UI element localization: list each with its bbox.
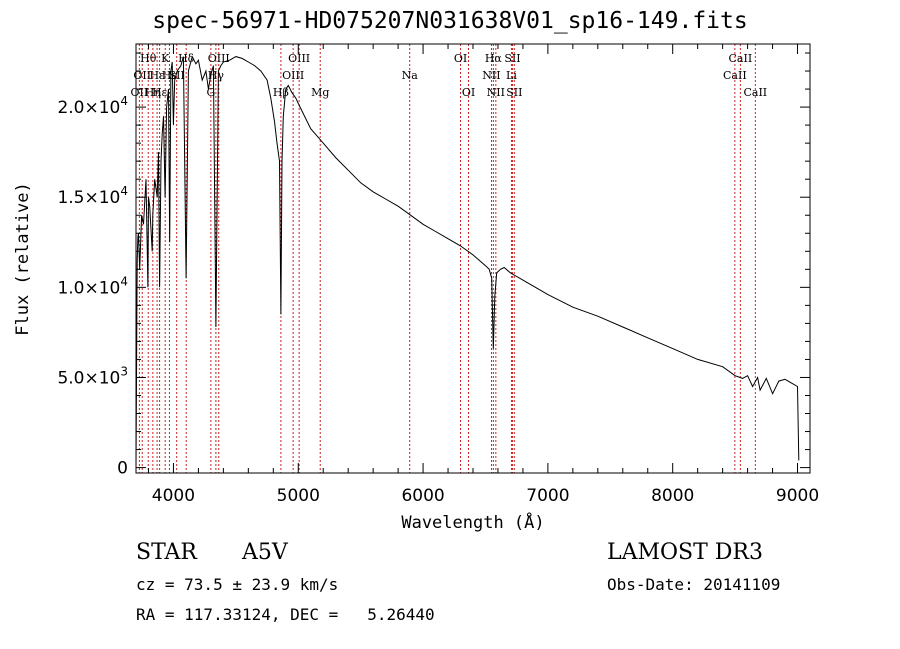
y-tick-label-mantissa: 1.5×10 [57,188,120,208]
spectral-line-label: OIII [282,69,304,82]
x-tick-label: 6000 [401,486,444,506]
y-tick-label-mantissa: 1.0×10 [57,278,120,298]
spectral-line-label: CaII [723,69,747,82]
survey-name: LAMOST DR3 [607,540,763,565]
spectral-line-label: Mg [311,86,329,99]
plot-frame [135,43,811,474]
y-tick-label: 0 [117,459,128,479]
object-subclass: A5V [242,540,288,565]
spectral-line-label: Hε [162,69,178,82]
spectral-line-label: Hθ [140,52,157,65]
x-tick-label: 8000 [651,486,694,506]
y-tick-label: 1.0×104 [57,274,128,298]
x-tick-label: 4000 [152,486,195,506]
y-tick-label-exponent: 3 [120,364,128,378]
y-tick-label-exponent: 4 [120,94,128,108]
spectral-line-label: OI [454,52,467,65]
y-tick-label-exponent: 4 [120,274,128,288]
y-tick-label-mantissa: 0 [117,459,128,479]
y-tick-label-exponent: 4 [120,184,128,198]
obs-date: Obs-Date: 20141109 [607,575,781,594]
spectral-line-markers [138,44,756,473]
spectral-line-labels: OIIOIIHθHηHεHεKHεSIIHδGHγOIIIHβOIIIOIIIM… [131,52,768,99]
y-tick-label-mantissa: 2.0×10 [57,98,120,118]
y-tick-label-mantissa: 5.0×10 [57,368,120,388]
spectral-line-label: Hα [485,52,503,65]
spectral-line-label: Hη [145,86,161,99]
spectral-line-label: NII [487,86,505,99]
spectral-line-label: Hε [149,69,165,82]
spectral-line-label: Na [402,69,419,82]
spectral-line-label: SII [506,86,522,99]
coordinates-readout: RA = 117.33124, DEC = 5.26440 [136,605,435,624]
spectral-line-label: CaII [743,86,767,99]
page-title: spec-56971-HD075207N031638V01_sp16-149.f… [152,8,748,34]
spectral-line-label: Hε [152,86,168,99]
spectral-line-label: OIII [208,52,230,65]
spectrum-series-line [135,55,800,468]
x-axis-ticks: 4000 5000 6000 7000 8000 9000 [147,44,819,506]
spectral-line-label: CaII [729,52,753,65]
y-tick-label: 1.5×104 [57,184,128,208]
spectral-line-label: Li [506,69,517,82]
x-tick-label: 7000 [526,486,569,506]
x-axis-label: Wavelength (Å) [401,511,544,533]
spectral-line-label: OII [133,69,151,82]
x-tick-label: 5000 [277,486,320,506]
spectral-line-label: G [206,86,215,99]
spectral-line-label: OI [462,86,475,99]
object-class: STAR [136,540,197,565]
y-tick-label: 2.0×104 [57,94,128,118]
x-tick-label: 9000 [776,486,819,506]
spectral-line-label: NII [482,69,500,82]
y-tick-label: 5.0×103 [57,364,128,388]
y-axis-label: Flux (relative) [13,182,33,336]
spectral-line-label: OIII [288,52,310,65]
spectral-line-label: SII [504,52,520,65]
redshift-readout: cz = 73.5 ± 23.9 km/s [136,575,339,594]
spectral-line-label: K [161,52,170,65]
spectral-line-label: OII [131,86,149,99]
